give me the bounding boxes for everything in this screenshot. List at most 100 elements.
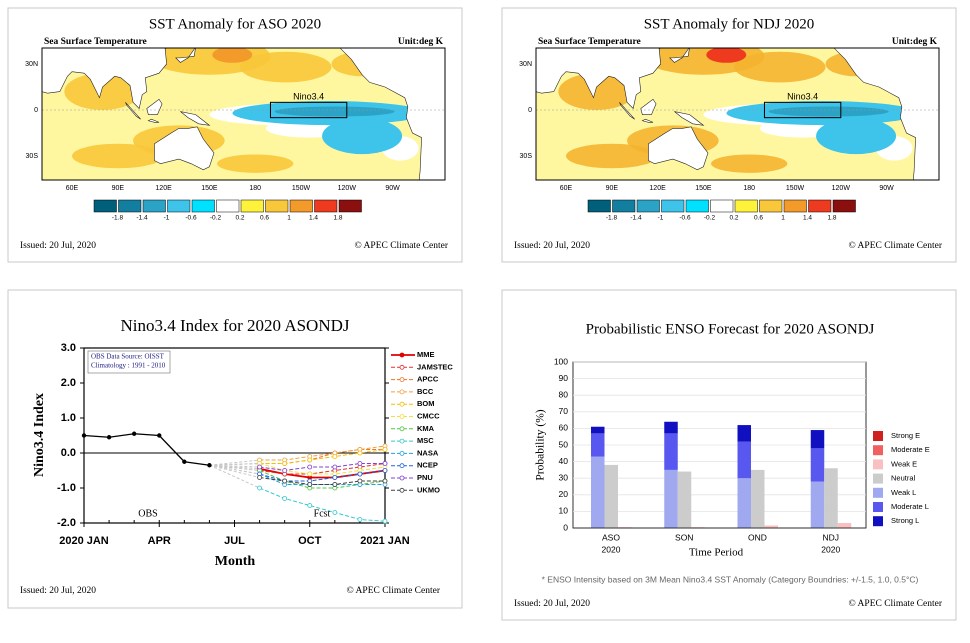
forecast-line — [259, 487, 386, 522]
colorbar-box — [612, 199, 636, 213]
colorbar-box — [314, 199, 338, 213]
map-frame — [41, 47, 446, 181]
y-tick-label: 3.0 — [61, 342, 76, 354]
bar-segment — [591, 456, 605, 528]
forecast-point — [357, 461, 363, 466]
legend-swatch — [873, 502, 883, 512]
bar-segment — [810, 481, 825, 528]
land — [154, 126, 215, 171]
land — [175, 48, 196, 63]
y-tick-label: 30 — [559, 472, 569, 482]
colorbar-box — [783, 199, 807, 213]
source-note: OBS Data Source: OISST — [91, 353, 165, 361]
forecast-point — [257, 464, 262, 470]
colorbar-label: 0.6 — [754, 215, 763, 222]
x-tick-label: JUL — [224, 535, 245, 547]
y-tick-label: -1.0 — [57, 482, 76, 494]
x-tick-label: OCT — [298, 535, 322, 547]
credit: © APEC Climate Center — [346, 585, 440, 596]
bar-segment — [677, 471, 692, 528]
legend-swatch — [873, 487, 883, 498]
legend-marker — [399, 487, 405, 493]
y-tick-label: 0 — [563, 522, 568, 532]
x-tick-label: 2021 JAN — [360, 535, 410, 547]
land — [648, 126, 709, 171]
legend-marker — [399, 352, 405, 358]
forecast-point — [382, 478, 388, 484]
legend-label: Strong L — [891, 516, 919, 525]
legend-label: UKMO — [417, 485, 440, 494]
land — [340, 48, 445, 180]
map-unit: Unit:deg K — [892, 37, 938, 47]
legend-label: Weak E — [891, 459, 917, 468]
lon-label: 150W — [786, 185, 805, 192]
warm-anomaly — [566, 143, 658, 169]
legend-marker — [399, 414, 405, 419]
bar-segment — [691, 527, 705, 528]
colorbar-label: 1.8 — [827, 215, 836, 222]
forecast-point — [332, 464, 338, 470]
x-tick-label: 2020 JAN — [59, 535, 109, 547]
lat-label: 30N — [25, 61, 38, 68]
warm-anomaly — [558, 73, 635, 110]
x-axis-label: Month — [215, 554, 256, 569]
colorbar-label: 1.4 — [309, 215, 318, 222]
bar-segment — [751, 469, 765, 528]
land — [834, 48, 939, 180]
warm-anomaly — [64, 73, 141, 110]
x-tick-label: APR — [148, 535, 171, 547]
land — [180, 111, 211, 126]
forecast-point — [307, 464, 313, 470]
obs-point — [106, 435, 112, 440]
lon-label: 60E — [560, 185, 573, 192]
forecast-point — [282, 496, 288, 501]
bar-segment — [664, 421, 678, 434]
colorbar-label: 0.2 — [729, 215, 738, 222]
bar-segment — [664, 433, 678, 470]
obs-point — [207, 463, 212, 468]
connector — [209, 464, 260, 470]
lon-label: 150E — [695, 185, 712, 192]
forecast-point — [332, 454, 338, 459]
legend-swatch — [873, 516, 883, 527]
nino-box — [763, 101, 842, 119]
legend-label: MME — [417, 350, 435, 359]
lat-label: 30S — [26, 153, 39, 160]
legend-swatch — [873, 459, 883, 470]
lon-label: 60E — [66, 185, 79, 192]
colorbar-label: 1.4 — [803, 215, 812, 222]
forecast-point — [307, 471, 313, 477]
forecast-point — [307, 457, 313, 463]
colorbar-box — [338, 199, 362, 213]
colorbar-box — [636, 199, 660, 213]
colorbar-label: -1.8 — [112, 215, 124, 222]
forecast-point — [257, 475, 262, 480]
lat-label: 0 — [528, 107, 532, 114]
chart-title: Nino3.4 Index for 2020 ASONDJ — [120, 316, 349, 335]
lon-label: 150W — [292, 185, 311, 192]
forecast-line — [259, 445, 386, 461]
bar-segment — [810, 430, 825, 449]
colorbar-label: -1.4 — [136, 215, 148, 222]
forecast-point — [382, 518, 388, 524]
forecast-point — [357, 450, 363, 456]
y-tick-label: 60 — [559, 423, 569, 433]
legend-label: NCEP — [417, 461, 438, 470]
legend-label: MSC — [417, 436, 434, 445]
issued: Issued: 20 Jul, 2020 — [20, 241, 96, 251]
map-subtitle: Sea Surface Temperature — [538, 37, 641, 47]
forecast-point — [332, 475, 338, 480]
cold-core — [768, 106, 889, 117]
forecast-point — [257, 485, 262, 491]
legend-label: JAMSTEC — [417, 362, 453, 371]
lon-label: 180 — [249, 185, 261, 192]
x-tick-label: OND — [748, 532, 767, 542]
forecast-point — [282, 461, 288, 466]
colorbar-box — [587, 199, 611, 213]
land — [674, 111, 705, 126]
land — [640, 98, 657, 115]
map: Nino3.4 — [41, 47, 446, 181]
y-tick-label: 2.0 — [61, 377, 76, 389]
legend-marker — [399, 389, 405, 395]
legend-marker — [399, 401, 405, 407]
